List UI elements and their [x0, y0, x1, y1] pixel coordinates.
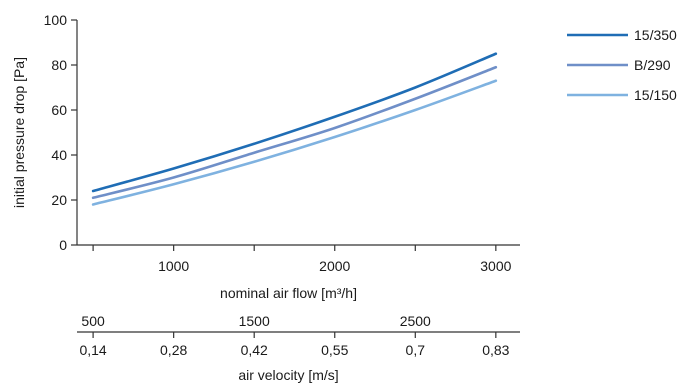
- legend-label: 15/350: [634, 27, 677, 43]
- y-tick-label: 40: [51, 147, 67, 163]
- x-tick-label: 3000: [480, 258, 511, 274]
- y-tick-label: 0: [59, 237, 67, 253]
- y-axis-label: initial pressure drop [Pa]: [11, 57, 27, 208]
- legend-label: B/290: [634, 57, 671, 73]
- y-tick-label: 20: [51, 192, 67, 208]
- secondary-axis-2-tick-label: 0,28: [160, 342, 187, 358]
- series-line-15-150: [91, 79, 498, 206]
- secondary-axis-1-tick-label: 2500: [400, 313, 431, 329]
- secondary-axis-2-tick-label: 0,83: [482, 342, 509, 358]
- x-tick-label: 1000: [158, 258, 189, 274]
- legend: 15/350 B/290 15/150: [567, 27, 677, 103]
- air-velocity-label: air velocity [m/s]: [238, 367, 338, 383]
- secondary-axis-1-tick-label: 1500: [239, 313, 270, 329]
- y-tick-label: 100: [44, 12, 68, 28]
- legend-label: 15/150: [634, 87, 677, 103]
- secondary-axis-2-tick-label: 0,42: [241, 342, 268, 358]
- secondary-axis-2-tick-label: 0,55: [321, 342, 348, 358]
- series-lines: [91, 52, 498, 206]
- axes: 0 20 40 60 80 100 1000 2000 3000 nominal air flow…: [11, 12, 520, 301]
- series-line-b-290: [91, 65, 498, 200]
- secondary-axis-2-tick-label: 0,7: [406, 342, 426, 358]
- x-axis-label: nominal air flow [m³/h]: [220, 285, 357, 301]
- y-tick-label: 60: [51, 102, 67, 118]
- secondary-axes: 500 1500 2500 0,14 0,28 0,42 0,55 0,7 0,83 air ve…: [77, 313, 520, 383]
- x-tick-label: 2000: [319, 258, 350, 274]
- secondary-axis-1-tick-label: 500: [81, 313, 105, 329]
- series-line-15-350: [91, 52, 498, 193]
- y-tick-label: 80: [51, 57, 67, 73]
- secondary-axis-2-tick-label: 0,14: [79, 342, 106, 358]
